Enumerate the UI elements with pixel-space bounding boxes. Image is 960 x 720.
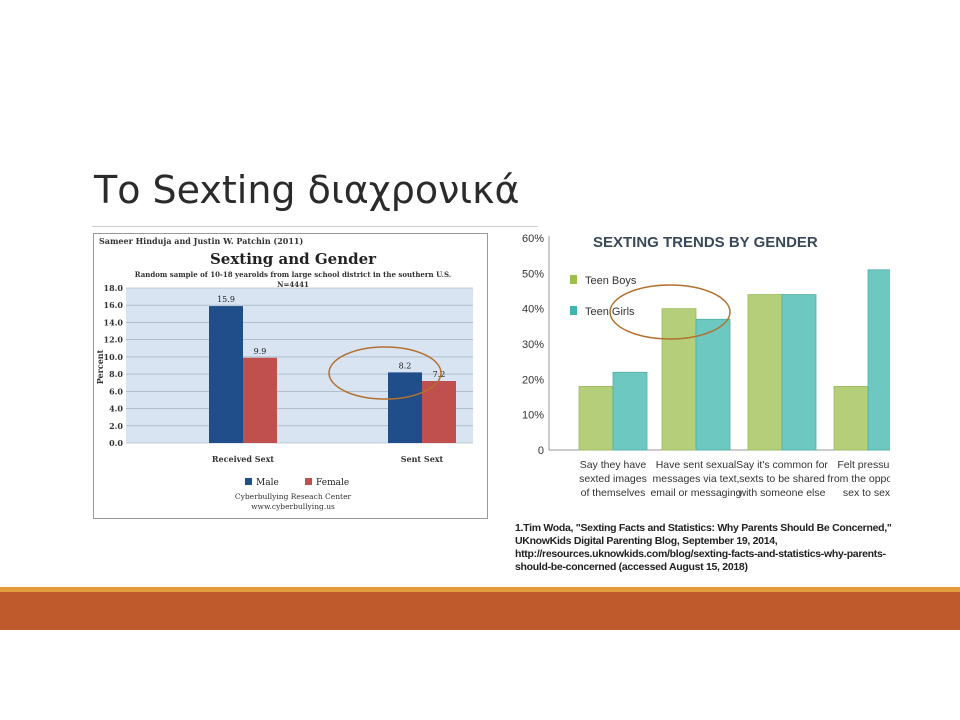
y-tick-label: 30% <box>522 339 544 351</box>
x-tick-labels: Received Sext Sent Sext <box>212 454 444 464</box>
highlight-ellipse <box>328 346 442 400</box>
y-tick-label: 18.0 <box>104 283 124 293</box>
chart-authors: Sameer Hinduja and Justin W. Patchin (20… <box>99 236 303 246</box>
bar-teen-girls-1 <box>612 371 648 451</box>
y-tick-label: 20% <box>522 374 544 386</box>
bar-teen-boys-3 <box>747 294 783 451</box>
legend-swatch-teen-boys <box>570 275 577 284</box>
x-tick-label: messages via text, <box>653 473 740 485</box>
citation: 1.Tim Woda, "Sexting Facts and Statistic… <box>515 522 935 574</box>
legend-swatch-teen-girls <box>570 306 577 315</box>
bars <box>578 269 890 451</box>
x-tick-label: with someone else <box>738 487 826 499</box>
bar-male-2 <box>388 372 422 443</box>
y-tick-label: 8.0 <box>109 369 123 379</box>
legend: Teen Boys Teen Girls <box>570 275 637 318</box>
x-tick-label: Have sent sexual <box>656 459 737 471</box>
title-divider <box>92 226 880 227</box>
bar-male-1 <box>209 306 243 443</box>
bar-teen-boys-4 <box>833 385 869 451</box>
chart-title: SEXTING TRENDS BY GENDER <box>593 234 818 251</box>
citation-line-2: UKnowKids Digital Parenting Blog, Septem… <box>515 535 778 547</box>
x-tick-label: of themselves <box>581 487 646 499</box>
y-axis-label: Percent <box>95 349 105 384</box>
legend-swatch-male <box>245 478 252 485</box>
bar-teen-boys-2 <box>661 308 697 451</box>
y-tick-label: 10.0 <box>104 352 124 362</box>
source-line-1: Cyberbullying Reseach Center <box>235 492 352 501</box>
y-tick-label: 4.0 <box>109 404 123 414</box>
x-tick-label: email or messaging <box>650 487 741 499</box>
sexting-trends-by-gender-chart: SEXTING TRENDS BY GENDER 0 10% 20% 30% 40% 50… <box>522 226 890 499</box>
bar-teen-boys-1 <box>578 385 614 451</box>
y-tick-labels: 0.0 2.0 4.0 6.0 8.0 10.0 12.0 14.0 16.0 18.0 <box>104 283 124 448</box>
slide-title: Το Sexting διαχρονικά <box>94 168 520 212</box>
legend: Male Female <box>245 478 349 488</box>
x-tick-label: sexts to be shared <box>739 473 825 485</box>
chart-subtitle-2: N=4441 <box>277 280 309 289</box>
y-tick-labels: 0 10% 20% 30% 40% 50% 60% <box>522 233 544 457</box>
footer-accent-bar <box>0 592 960 630</box>
footer-accent-thin <box>0 587 960 592</box>
x-tick-label: sex to sext <box>843 487 890 499</box>
chart-title: Sexting and Gender <box>210 250 377 268</box>
bar-teen-girls-4 <box>867 269 890 451</box>
data-label: 15.9 <box>217 295 235 304</box>
source-line-2: www.cyberbullying.us <box>251 502 335 511</box>
chart-subtitle-1: Random sample of 10-18 yearolds from lar… <box>135 270 451 279</box>
bar-teen-girls-2 <box>695 318 731 451</box>
citation-line-1: 1.Tim Woda, "Sexting Facts and Statistic… <box>515 522 892 534</box>
x-tick-label: from the opposite <box>827 473 890 485</box>
legend-teen-boys: Teen Boys <box>585 275 637 287</box>
y-tick-label: 2.0 <box>109 421 123 431</box>
data-label: 9.9 <box>254 347 267 356</box>
x-tick-label: Sent Sext <box>401 454 444 464</box>
citation-line-4: should-be-concerned (accessed August 15,… <box>515 561 748 573</box>
y-tick-label: 40% <box>522 304 544 316</box>
data-label: 8.2 <box>399 361 412 370</box>
x-tick-label: Say it's common for <box>736 459 828 471</box>
bar-female-2 <box>422 381 456 443</box>
legend-female: Female <box>316 478 349 488</box>
highlight-ellipse <box>609 284 731 340</box>
data-label: 7.2 <box>433 370 446 379</box>
y-tick-label: 14.0 <box>104 317 124 327</box>
y-tick-label: 16.0 <box>104 300 124 310</box>
y-tick-label: 10% <box>522 410 544 422</box>
bar-teen-girls-3 <box>781 294 817 451</box>
x-tick-label: sexted images <box>579 473 647 485</box>
sexting-and-gender-chart: Sameer Hinduja and Justin W. Patchin (20… <box>93 233 488 519</box>
y-tick-label: 6.0 <box>109 386 123 396</box>
x-tick-label: Felt pressure <box>837 459 890 471</box>
bar-female-1 <box>243 357 277 443</box>
y-tick-label: 50% <box>522 268 544 280</box>
x-tick-label: Say they have <box>580 459 647 471</box>
y-tick-label: 60% <box>522 233 544 245</box>
citation-line-3: http://resources.uknowkids.com/blog/sext… <box>515 548 886 560</box>
y-tick-label: 0 <box>538 445 544 457</box>
x-tick-labels: Say they have sexted images of themselves H… <box>579 459 890 499</box>
x-tick-label: Received Sext <box>212 454 274 464</box>
y-tick-label: 0.0 <box>109 438 123 448</box>
bars: 15.9 9.9 8.2 7.2 <box>209 295 456 443</box>
legend-swatch-female <box>305 478 312 485</box>
legend-male: Male <box>256 478 279 488</box>
y-tick-label: 12.0 <box>104 335 124 345</box>
